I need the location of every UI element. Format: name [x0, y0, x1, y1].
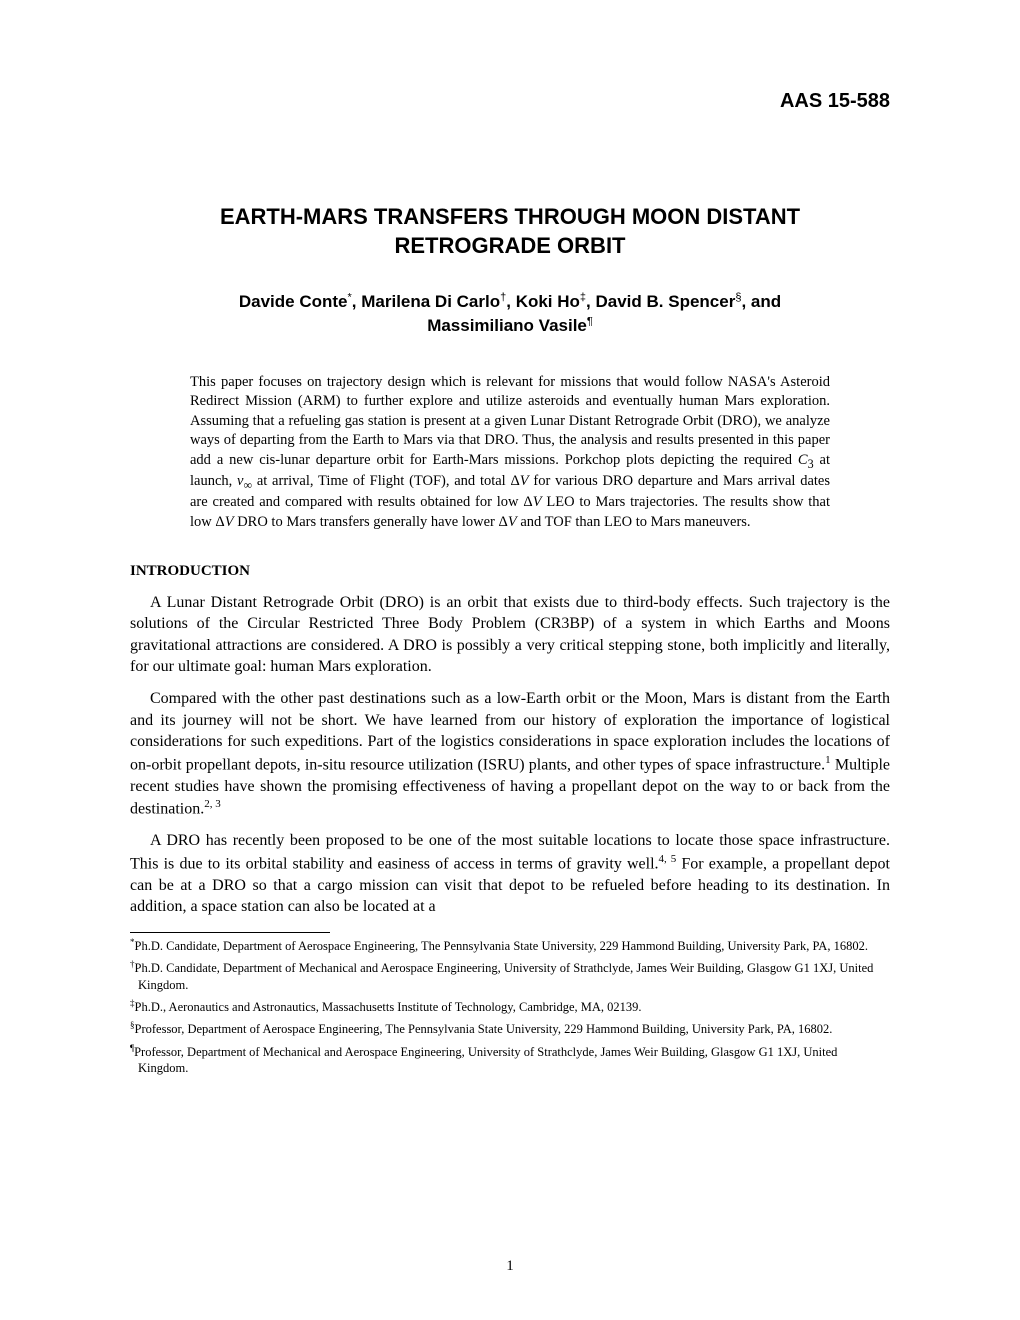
c3-symbol: C — [798, 452, 808, 468]
author-5: Massimiliano Vasile — [427, 316, 587, 335]
abstract: This paper focuses on trajectory design … — [190, 373, 830, 533]
footnote-text: Ph.D., Aeronautics and Astronautics, Mas… — [135, 1000, 642, 1014]
author-2-mark: † — [500, 292, 506, 304]
delta-symbol: Δ — [510, 473, 519, 489]
abstract-text: DRO to Mars transfers generally have low… — [234, 514, 499, 530]
citation-ref: 2, 3 — [204, 798, 221, 810]
author-1-mark: * — [348, 292, 352, 304]
author-3: Koki Ho — [516, 292, 580, 311]
v-symbol: V — [533, 494, 542, 510]
author-list: Davide Conte*, Marilena Di Carlo†, Koki … — [130, 290, 890, 338]
body-paragraph-2: Compared with the other past destination… — [130, 688, 890, 820]
page-number: 1 — [0, 1258, 1020, 1275]
footnote-3: ‡Ph.D., Aeronautics and Astronautics, Ma… — [130, 998, 890, 1015]
delta-symbol: Δ — [499, 514, 508, 530]
v-symbol: V — [225, 514, 234, 530]
footnote-5: ¶Professor, Department of Mechanical and… — [130, 1043, 890, 1077]
section-heading-introduction: INTRODUCTION — [130, 563, 890, 580]
author-and: and — [746, 292, 781, 311]
footnote-2: †Ph.D. Candidate, Department of Mechanic… — [130, 959, 890, 993]
author-1: Davide Conte — [239, 292, 348, 311]
abstract-text: at arrival, Time of Flight (TOF), and to… — [252, 473, 510, 489]
footnote-1: *Ph.D. Candidate, Department of Aerospac… — [130, 937, 890, 954]
v-symbol: V — [520, 473, 529, 489]
footnote-text: Ph.D. Candidate, Department of Aerospace… — [135, 939, 868, 953]
body-text: Compared with the other past destination… — [130, 690, 890, 773]
footnote-text: Professor, Department of Aerospace Engin… — [135, 1022, 833, 1036]
footnote-4: §Professor, Department of Aerospace Engi… — [130, 1020, 890, 1037]
body-paragraph-1: A Lunar Distant Retrograde Orbit (DRO) i… — [130, 592, 890, 678]
author-5-mark: ¶ — [587, 315, 593, 327]
abstract-text: This paper focuses on trajectory design … — [190, 374, 830, 468]
footnote-rule — [130, 932, 330, 933]
author-4: David B. Spencer — [596, 292, 736, 311]
body-paragraph-3: A DRO has recently been proposed to be o… — [130, 830, 890, 918]
author-2: Marilena Di Carlo — [361, 292, 500, 311]
paper-number: AAS 15-588 — [130, 90, 890, 113]
footnotes: *Ph.D. Candidate, Department of Aerospac… — [130, 937, 890, 1077]
abstract-text: and TOF than LEO to Mars maneuvers. — [517, 514, 751, 530]
v-symbol: V — [508, 514, 517, 530]
vinf-subscript: ∞ — [243, 478, 252, 492]
footnote-text: Ph.D. Candidate, Department of Mechanica… — [135, 961, 874, 991]
title-line-1: EARTH-MARS TRANSFERS THROUGH MOON DISTAN… — [220, 204, 800, 229]
delta-symbol: Δ — [215, 514, 224, 530]
title-line-2: RETROGRADE ORBIT — [395, 233, 626, 258]
author-3-mark: ‡ — [580, 292, 586, 304]
citation-ref: 4, 5 — [659, 853, 677, 865]
author-4-mark: § — [735, 292, 741, 304]
paper-title: EARTH-MARS TRANSFERS THROUGH MOON DISTAN… — [130, 203, 890, 260]
delta-symbol: Δ — [523, 494, 532, 510]
footnote-text: Professor, Department of Mechanical and … — [134, 1045, 837, 1075]
